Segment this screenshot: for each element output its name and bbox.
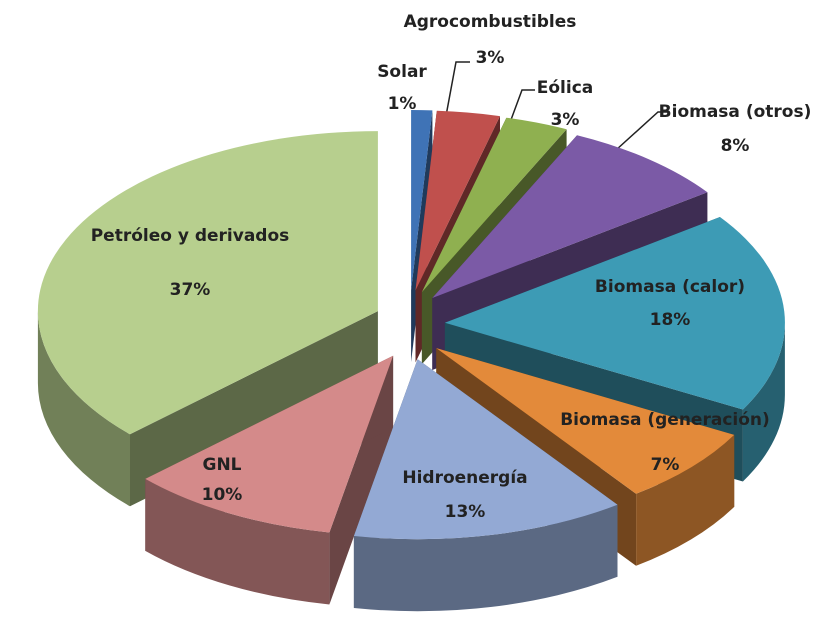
- slice-wall: [636, 434, 735, 566]
- value-label: 7%: [651, 455, 680, 475]
- leader-line: [442, 61, 470, 133]
- value-label: 13%: [445, 502, 486, 522]
- slice: [415, 110, 500, 291]
- slice-label: Solar: [377, 62, 427, 82]
- value-label: 3%: [551, 110, 580, 130]
- slice: [353, 359, 618, 540]
- slice: [432, 135, 708, 298]
- slice-wall: [742, 322, 785, 482]
- value-label: 18%: [650, 310, 691, 330]
- value-label: 3%: [476, 48, 505, 68]
- leader-line: [604, 111, 668, 161]
- slice: [444, 217, 785, 410]
- slice-label: Biomasa (otros): [659, 102, 812, 122]
- value-label: 10%: [202, 485, 243, 505]
- slice-label: Biomasa (calor): [595, 277, 745, 297]
- slice: [421, 117, 567, 293]
- slice: [37, 131, 378, 435]
- slice-wall: [37, 311, 130, 507]
- value-label: 8%: [721, 136, 750, 156]
- slice-label: Petróleo y derivados: [91, 226, 290, 246]
- value-label: 37%: [170, 280, 211, 300]
- value-label: 1%: [388, 94, 417, 114]
- slice: [411, 110, 433, 290]
- slice-label: GNL: [202, 455, 241, 475]
- slice-label: Biomasa (generación): [560, 410, 770, 430]
- slice-wall: [145, 478, 330, 605]
- slice-label: Eólica: [537, 78, 594, 98]
- slice: [145, 355, 394, 533]
- slice: [436, 348, 735, 494]
- slice-label: Hidroenergía: [402, 468, 527, 488]
- slice-wall: [353, 504, 618, 612]
- slice-label: Agrocombustibles: [404, 12, 577, 32]
